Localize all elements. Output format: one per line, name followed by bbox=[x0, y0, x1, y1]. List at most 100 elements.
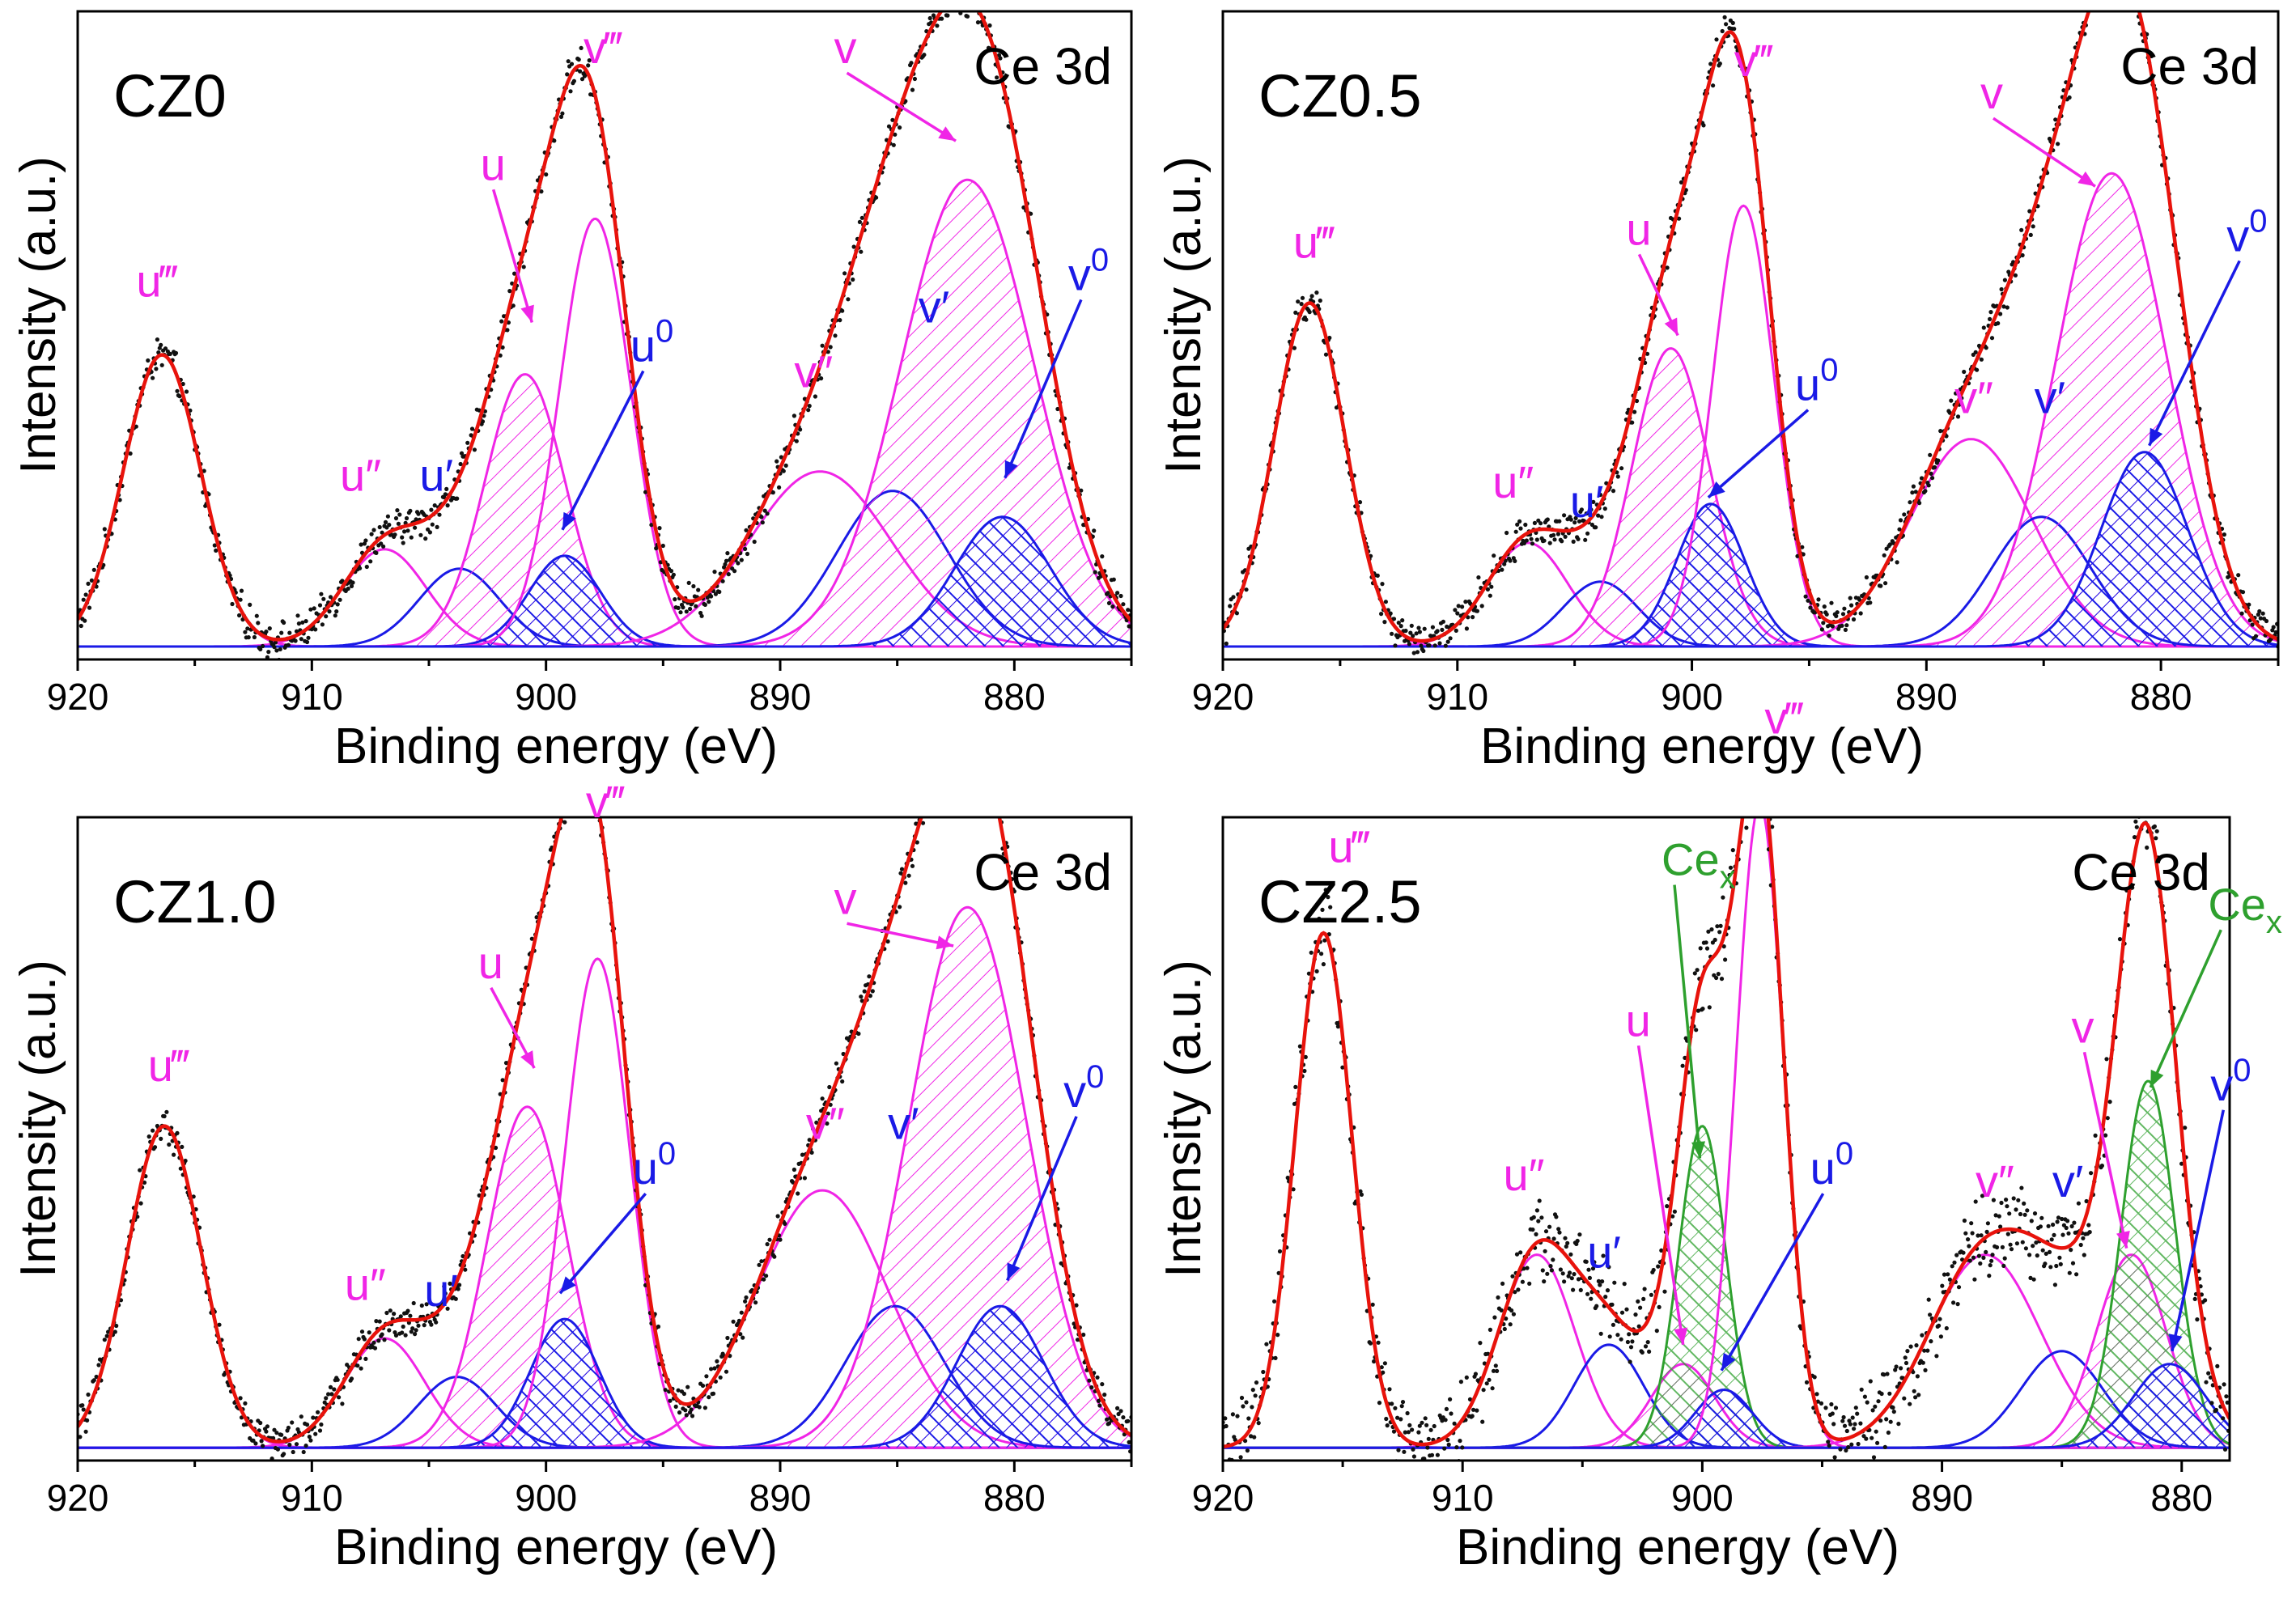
data-point bbox=[1500, 1281, 1505, 1286]
data-point bbox=[777, 485, 782, 490]
data-point bbox=[1712, 937, 1717, 943]
data-point bbox=[1557, 519, 1562, 524]
data-point bbox=[944, 740, 949, 744]
data-point bbox=[2011, 1196, 2016, 1201]
data-point bbox=[1400, 1400, 1406, 1405]
data-point bbox=[237, 613, 242, 618]
data-point bbox=[1583, 537, 1588, 542]
peak-label-u3: u‴ bbox=[1293, 216, 1335, 267]
data-point bbox=[1421, 648, 1426, 654]
data-point bbox=[995, 807, 999, 811]
data-point bbox=[1511, 1312, 1516, 1317]
data-point bbox=[2056, 142, 2060, 146]
data-point bbox=[1984, 1229, 1989, 1234]
peak-fill-4 bbox=[1223, 1126, 2230, 1448]
data-point bbox=[1602, 507, 1607, 511]
data-point bbox=[934, 1, 938, 5]
data-point bbox=[91, 1378, 96, 1383]
x-tick-label: 890 bbox=[749, 1477, 812, 1519]
data-point bbox=[1542, 1279, 1547, 1284]
data-point bbox=[2206, 1371, 2211, 1376]
data-point bbox=[2084, 1198, 2089, 1204]
data-point bbox=[1711, 83, 1716, 88]
data-point bbox=[458, 461, 463, 467]
data-point bbox=[711, 1391, 716, 1396]
data-point bbox=[1496, 1295, 1500, 1300]
data-point bbox=[1879, 1391, 1884, 1397]
data-point bbox=[299, 1414, 303, 1419]
data-point bbox=[2213, 1407, 2218, 1413]
data-point bbox=[568, 775, 572, 779]
data-point bbox=[152, 1145, 158, 1150]
data-point bbox=[424, 1302, 429, 1307]
data-point bbox=[739, 558, 744, 562]
data-point bbox=[134, 424, 138, 429]
data-point bbox=[81, 1407, 86, 1412]
data-point bbox=[1480, 1419, 1485, 1424]
data-point bbox=[1976, 1253, 1981, 1258]
data-point bbox=[319, 591, 324, 596]
data-point bbox=[565, 72, 570, 77]
data-point bbox=[1823, 1406, 1828, 1410]
data-point bbox=[567, 774, 571, 778]
data-point bbox=[259, 1439, 264, 1444]
data-point bbox=[772, 1254, 777, 1259]
data-point bbox=[78, 1435, 83, 1440]
data-point bbox=[1912, 1389, 1916, 1393]
data-point bbox=[957, 745, 961, 749]
data-point bbox=[1600, 1279, 1605, 1284]
data-point bbox=[643, 490, 648, 494]
data-point bbox=[2222, 1447, 2228, 1452]
data-point bbox=[1589, 1296, 1594, 1301]
data-point bbox=[2040, 1248, 2045, 1253]
data-point bbox=[258, 647, 263, 652]
data-point bbox=[408, 508, 413, 514]
annotation-arrowhead bbox=[1004, 460, 1018, 478]
data-point bbox=[1834, 613, 1839, 619]
data-point bbox=[328, 595, 333, 600]
data-point bbox=[1075, 1338, 1080, 1342]
data-point bbox=[1619, 466, 1624, 471]
data-point bbox=[1254, 1380, 1259, 1385]
data-point bbox=[1376, 1340, 1381, 1345]
data-point bbox=[493, 1145, 499, 1151]
data-point bbox=[947, 746, 951, 750]
data-point bbox=[1903, 1360, 1909, 1366]
data-point bbox=[1999, 286, 2004, 292]
data-point bbox=[2043, 1251, 2048, 1256]
peak-label-v1: v′ bbox=[888, 1098, 919, 1149]
data-point bbox=[2064, 1225, 2069, 1231]
data-point bbox=[393, 532, 397, 537]
x-tick-label: 890 bbox=[749, 676, 812, 718]
data-point bbox=[356, 1337, 361, 1342]
data-point bbox=[423, 536, 428, 541]
data-point bbox=[723, 562, 728, 567]
data-point bbox=[412, 525, 418, 530]
peak-line-9 bbox=[78, 515, 1131, 648]
data-point bbox=[1504, 530, 1509, 536]
data-point bbox=[2020, 1240, 2025, 1244]
data-point bbox=[159, 342, 163, 347]
data-point bbox=[1391, 617, 1397, 621]
data-point bbox=[146, 358, 151, 363]
data-point bbox=[910, 87, 915, 92]
data-point bbox=[168, 351, 172, 356]
data-point bbox=[1473, 1372, 1478, 1376]
data-point bbox=[2240, 590, 2246, 595]
data-point bbox=[1812, 1375, 1817, 1380]
peak-label-v3: v‴ bbox=[584, 22, 622, 73]
data-point bbox=[1628, 1359, 1632, 1364]
data-point bbox=[1476, 575, 1481, 580]
data-point bbox=[1443, 643, 1448, 648]
data-point bbox=[1382, 620, 1387, 625]
data-point bbox=[1545, 1271, 1550, 1276]
data-point bbox=[2074, 1272, 2079, 1277]
data-point bbox=[151, 375, 155, 380]
data-point bbox=[303, 619, 308, 624]
data-point bbox=[1419, 643, 1424, 648]
data-point bbox=[578, 69, 583, 74]
panel-cz1-0: 920 910 900 890 880 Binding energy (eV) Intens… bbox=[11, 740, 1133, 1575]
data-point bbox=[1826, 1440, 1831, 1444]
data-point bbox=[1858, 611, 1863, 616]
data-point bbox=[924, 786, 928, 790]
